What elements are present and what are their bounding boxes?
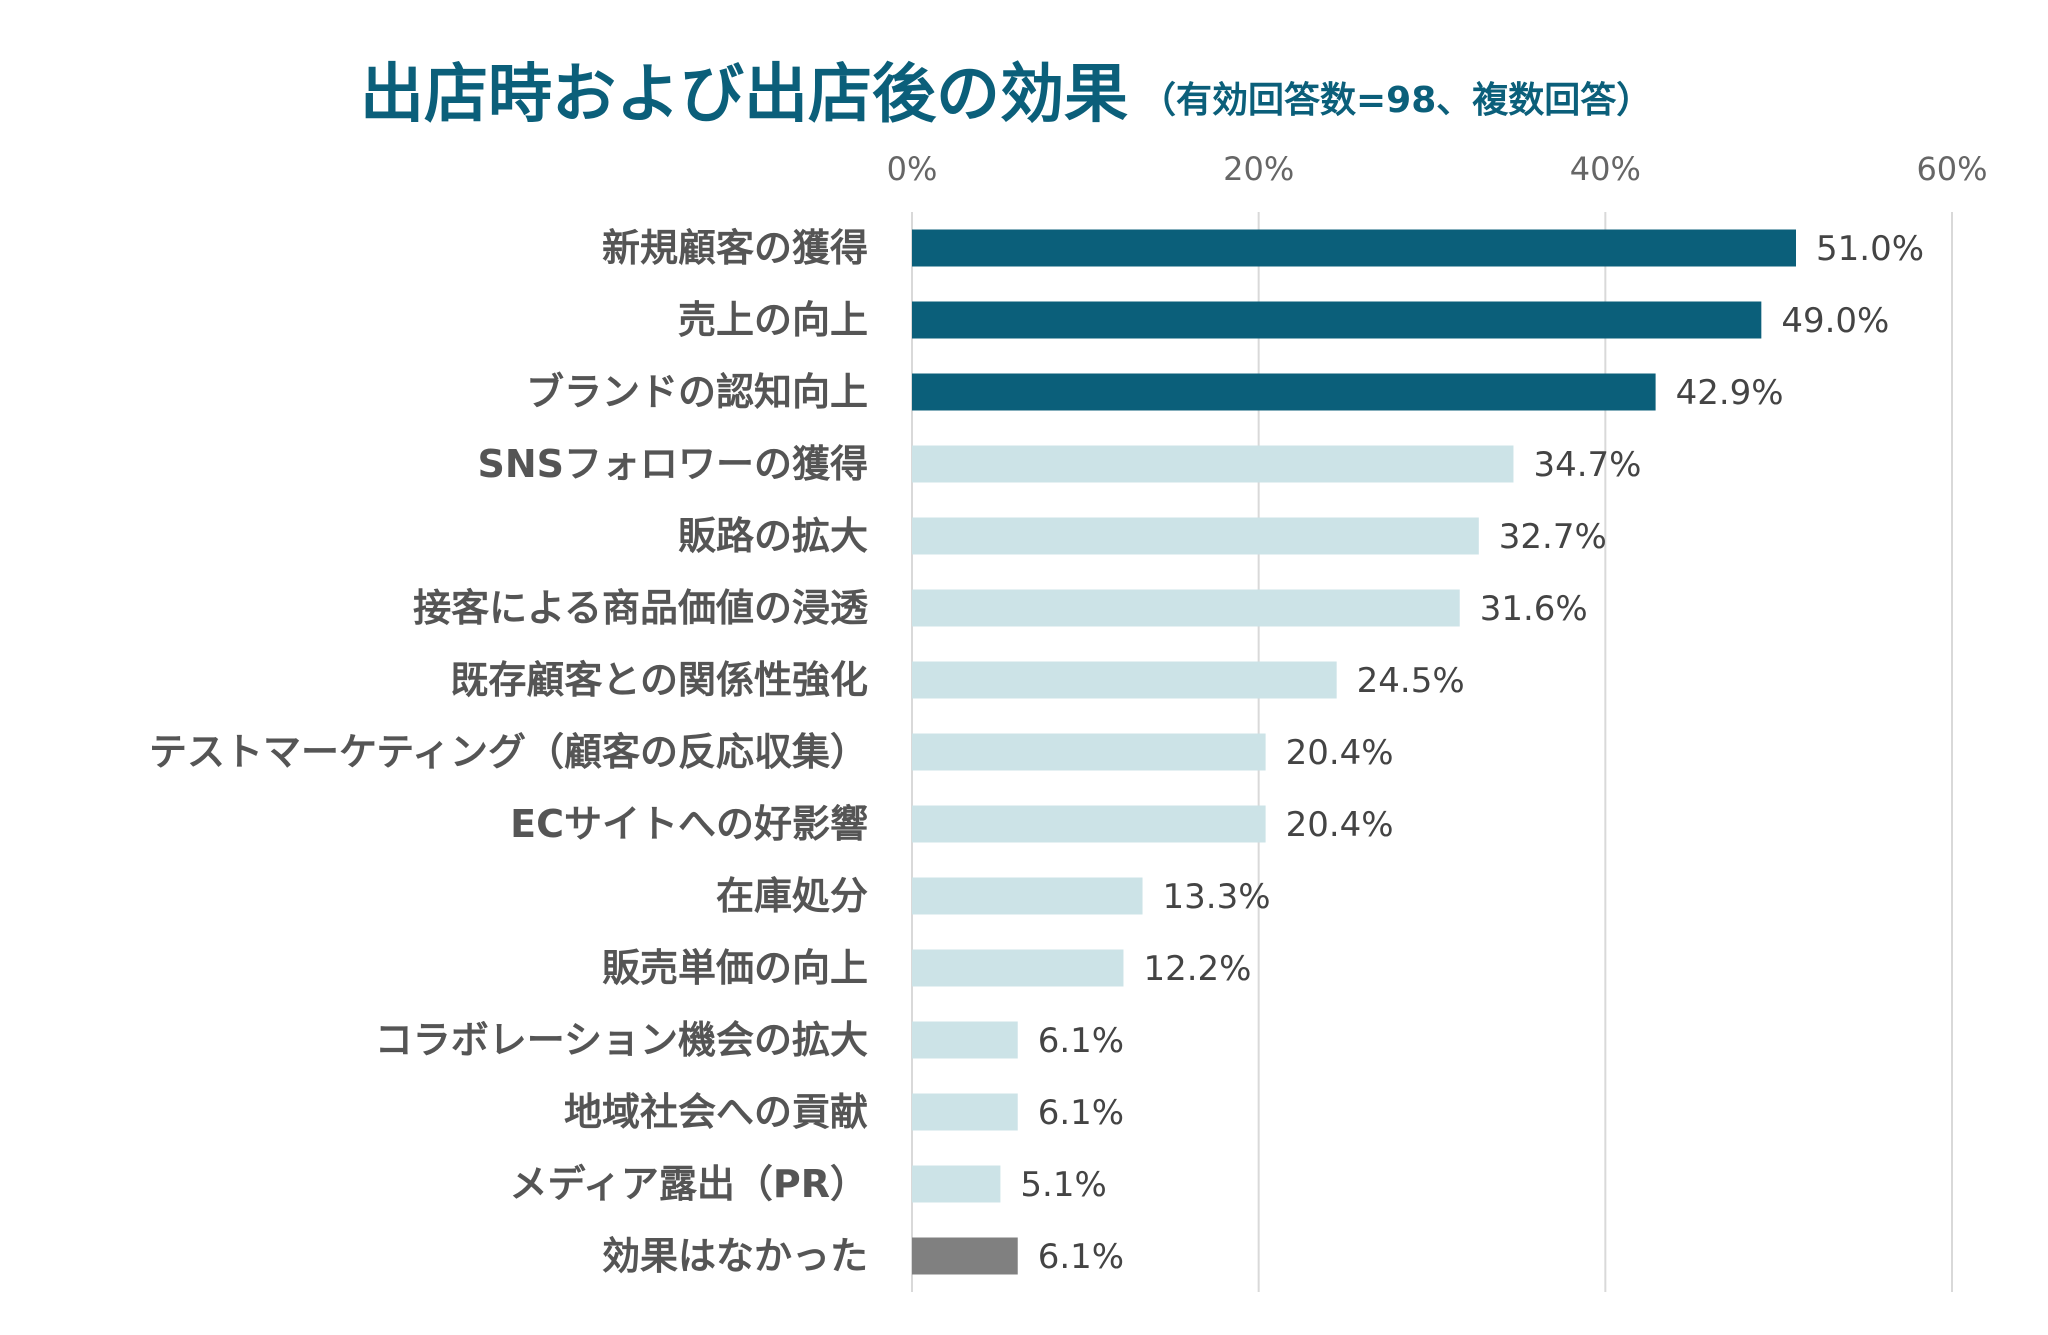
category-label: 地域社会への貢献: [564, 1090, 868, 1134]
data-label: 5.1%: [1020, 1165, 1106, 1205]
data-label: 12.2%: [1143, 949, 1251, 989]
bar: [912, 589, 1460, 627]
x-tick-label: 20%: [1223, 150, 1294, 188]
category-label: メディア露出（PR）: [510, 1162, 868, 1206]
category-label: 販路の拡大: [678, 514, 868, 558]
data-label: 34.7%: [1533, 445, 1641, 485]
data-label: 20.4%: [1286, 733, 1394, 773]
chart-subtitle: （有効回答数=98、複数回答）: [1140, 80, 1652, 121]
bar: [912, 373, 1656, 411]
bar: [912, 1165, 1001, 1203]
x-tick-label: 40%: [1570, 150, 1641, 188]
x-tick-label: 0%: [887, 150, 938, 188]
data-label: 24.5%: [1357, 661, 1465, 701]
data-label: 20.4%: [1286, 805, 1394, 845]
category-label: 新規顧客の獲得: [602, 226, 868, 270]
data-label: 42.9%: [1676, 373, 1784, 413]
bar: [912, 517, 1479, 555]
bar: [912, 229, 1796, 267]
bar: [912, 949, 1124, 987]
category-label: 販売単価の向上: [602, 946, 868, 990]
x-axis-ticks: 0% 20% 40% 60%: [887, 150, 1988, 188]
bar: [912, 877, 1143, 915]
bars: [912, 229, 1796, 1275]
chart-title: 出店時および出店後の効果: [360, 58, 1128, 132]
bar: [912, 1237, 1018, 1275]
bar: [912, 805, 1266, 843]
category-label: 効果はなかった: [602, 1234, 868, 1278]
category-label: 在庫処分: [716, 874, 868, 918]
category-label: 既存顧客との関係性強化: [450, 658, 868, 702]
data-label: 6.1%: [1038, 1021, 1124, 1061]
category-label: ブランドの認知向上: [526, 370, 868, 414]
data-label: 6.1%: [1038, 1237, 1124, 1277]
data-label: 6.1%: [1038, 1093, 1124, 1133]
data-label: 32.7%: [1499, 517, 1607, 557]
category-label: ECサイトへの好影響: [510, 802, 868, 846]
category-label: SNSフォロワーの獲得: [477, 442, 868, 486]
data-label: 51.0%: [1816, 229, 1924, 269]
bar: [912, 301, 1762, 339]
data-label: 49.0%: [1781, 301, 1889, 341]
category-label: テストマーケティング（顧客の反応収集）: [149, 730, 868, 774]
bar: [912, 661, 1337, 699]
bar: [912, 445, 1514, 483]
bar: [912, 1021, 1018, 1059]
data-label: 31.6%: [1480, 589, 1588, 629]
data-label: 13.3%: [1163, 877, 1271, 917]
value-labels: 51.0% 49.0% 42.9% 34.7% 32.7% 31.6% 24.5% 20.4%…: [1020, 229, 1924, 1277]
bar: [912, 733, 1266, 771]
category-label: 接客による商品価値の浸透: [413, 586, 869, 630]
category-label: コラボレーション機会の拡大: [375, 1018, 868, 1062]
x-tick-label: 60%: [1916, 150, 1987, 188]
bar: [912, 1093, 1018, 1131]
category-label: 売上の向上: [678, 298, 868, 342]
